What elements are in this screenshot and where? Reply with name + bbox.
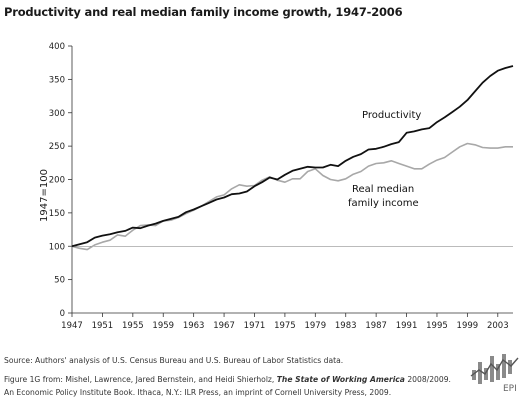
source-note: Source: Authors' analysis of U.S. Census… <box>4 356 344 365</box>
x-tick-label: 1991 <box>396 321 418 331</box>
citation-book-title: The State of Working America <box>276 375 405 384</box>
logo-text: EPI <box>503 384 517 394</box>
citation-line: Figure 1G from: Mishel, Lawrence, Jared … <box>4 375 451 384</box>
x-tick-label: 1975 <box>274 321 296 331</box>
x-tick-label: 1947 <box>61 321 83 331</box>
x-tick-label: 1979 <box>304 321 326 331</box>
income-line <box>71 142 513 251</box>
productivity-annotation: Productivity <box>362 110 421 121</box>
epi-logo-icon <box>470 354 519 384</box>
x-tick-label: 1983 <box>335 321 357 331</box>
citation-prefix: Figure 1G from: Mishel, Lawrence, Jared … <box>4 375 277 384</box>
y-tick-label: 150 <box>49 209 65 219</box>
productivity-line <box>71 65 514 248</box>
x-tick-label: 1987 <box>365 321 387 331</box>
y-tick-label: 250 <box>49 142 65 152</box>
x-tick-label: 1963 <box>183 321 205 331</box>
y-tick-label: 200 <box>49 176 65 186</box>
income-annotation-line1: Real median <box>352 184 414 195</box>
y-tick-label: 400 <box>49 42 65 52</box>
y-tick-label: 300 <box>49 109 65 119</box>
x-tick-label: 1951 <box>92 321 114 331</box>
y-tick-label: 350 <box>49 75 65 85</box>
y-tick-label: 0 <box>60 309 65 319</box>
x-tick-label: 1955 <box>122 321 144 331</box>
x-tick-label: 1959 <box>152 321 174 331</box>
x-tick-label: 1995 <box>426 321 448 331</box>
x-tick-label: 1971 <box>244 321 266 331</box>
income-annotation-line2: family income <box>348 198 419 209</box>
chart-title: Productivity and real median family inco… <box>4 5 403 19</box>
x-tick-label: 1999 <box>457 321 479 331</box>
publisher-line: An Economic Policy Institute Book. Ithac… <box>4 388 392 397</box>
y-tick-label: 50 <box>54 276 65 286</box>
x-tick-label: 2003 <box>487 321 509 331</box>
x-tick-label: 1967 <box>213 321 235 331</box>
y-axis-label: 1947=100 <box>38 169 50 222</box>
y-tick-label: 100 <box>49 242 65 252</box>
citation-suffix: 2008/2009. <box>404 375 451 384</box>
